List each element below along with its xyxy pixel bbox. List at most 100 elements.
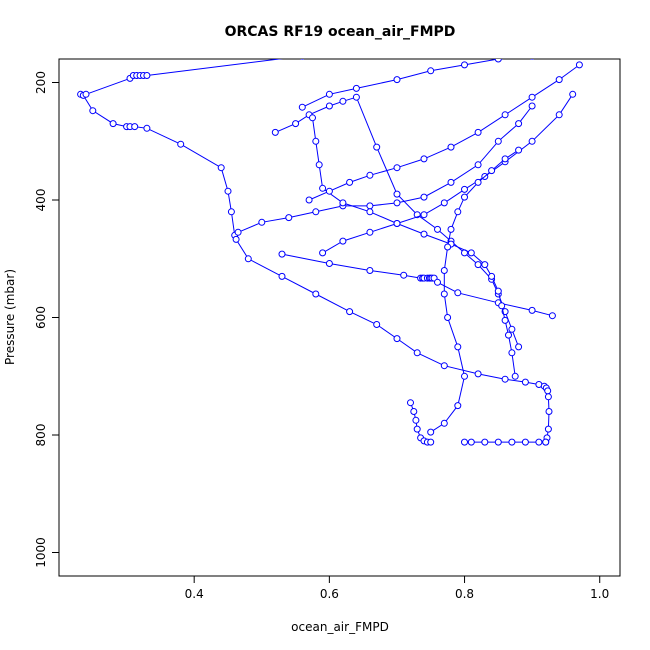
data-point (312, 208, 320, 216)
data-point (325, 187, 333, 195)
data-point (339, 199, 347, 207)
data-point (444, 314, 452, 321)
x-tick-label: 1.0 (590, 587, 609, 601)
data-point (234, 228, 242, 236)
data-point (420, 193, 428, 201)
data-point (440, 290, 448, 298)
y-tick-label: 400 (34, 189, 48, 212)
series-line (430, 149, 519, 433)
data-point (494, 137, 502, 145)
data-point (515, 120, 523, 128)
data-point (508, 438, 516, 446)
data-point (412, 416, 420, 424)
data-point (481, 261, 489, 269)
series-8 (305, 61, 583, 204)
data-point (569, 90, 577, 98)
data-point (474, 161, 482, 169)
data-point (393, 190, 401, 198)
data-point (494, 287, 502, 295)
data-point (528, 137, 536, 145)
data-point (312, 290, 320, 298)
data-point (346, 308, 354, 316)
x-tick-label: 0.8 (455, 587, 474, 601)
data-point (373, 143, 381, 151)
data-point (474, 128, 482, 136)
data-point (528, 306, 536, 314)
data-point (393, 335, 401, 343)
data-point (535, 438, 543, 446)
data-point (461, 438, 468, 446)
data-point (366, 202, 374, 210)
data-point (407, 399, 414, 407)
data-point (258, 218, 266, 226)
data-point (440, 267, 448, 274)
data-point (427, 428, 435, 436)
data-point (461, 61, 468, 69)
data-point (224, 187, 232, 195)
data-point (325, 90, 333, 98)
data-point (352, 84, 360, 92)
series-11 (461, 438, 550, 446)
data-point (440, 362, 448, 370)
data-point (544, 425, 552, 433)
series-layer (77, 59, 583, 446)
data-point (393, 164, 401, 172)
data-point (501, 375, 509, 383)
data-point (474, 178, 482, 186)
data-point (447, 143, 455, 151)
data-point (400, 271, 408, 279)
data-point (312, 137, 320, 145)
data-point (427, 67, 435, 75)
data-point (315, 161, 323, 169)
data-point (454, 343, 462, 351)
data-point (413, 425, 421, 433)
data-point (555, 76, 563, 84)
data-point (278, 272, 286, 280)
data-point (511, 372, 519, 380)
data-point (444, 243, 452, 251)
data-point (440, 199, 448, 207)
data-point (339, 97, 347, 105)
data-point (325, 260, 333, 267)
data-point (393, 199, 401, 207)
data-point (82, 90, 90, 98)
data-point (440, 419, 448, 427)
data-point (177, 140, 185, 148)
data-point (555, 111, 563, 119)
data-point (508, 349, 516, 357)
data-point (427, 438, 435, 446)
data-point (501, 316, 509, 324)
data-point (298, 103, 306, 111)
x-axis-label: ocean_air_FMPD (291, 620, 389, 634)
series-line (322, 94, 574, 254)
data-point (521, 378, 529, 386)
data-point (467, 249, 475, 257)
data-point (410, 408, 418, 415)
data-point (143, 124, 151, 132)
data-point (413, 349, 421, 357)
series-6 (298, 59, 535, 111)
data-point (544, 387, 552, 395)
data-point (319, 249, 327, 257)
series-12 (427, 146, 523, 436)
series-line (308, 64, 580, 201)
data-point (521, 438, 529, 446)
y-tick-label: 800 (34, 424, 48, 447)
data-point (454, 289, 462, 297)
data-point (474, 370, 482, 378)
data-point (300, 59, 305, 60)
data-point (498, 302, 506, 310)
y-tick-label: 1000 (34, 537, 48, 568)
data-point (232, 235, 240, 243)
x-axis: 0.4 0.6 0.8 1.0 (185, 576, 609, 601)
data-point (339, 237, 347, 245)
data-point (143, 72, 151, 79)
data-point (528, 93, 536, 101)
data-point (474, 261, 482, 269)
data-point (366, 228, 374, 236)
data-point (393, 220, 401, 227)
data-point (420, 155, 428, 163)
series-line (302, 59, 505, 108)
